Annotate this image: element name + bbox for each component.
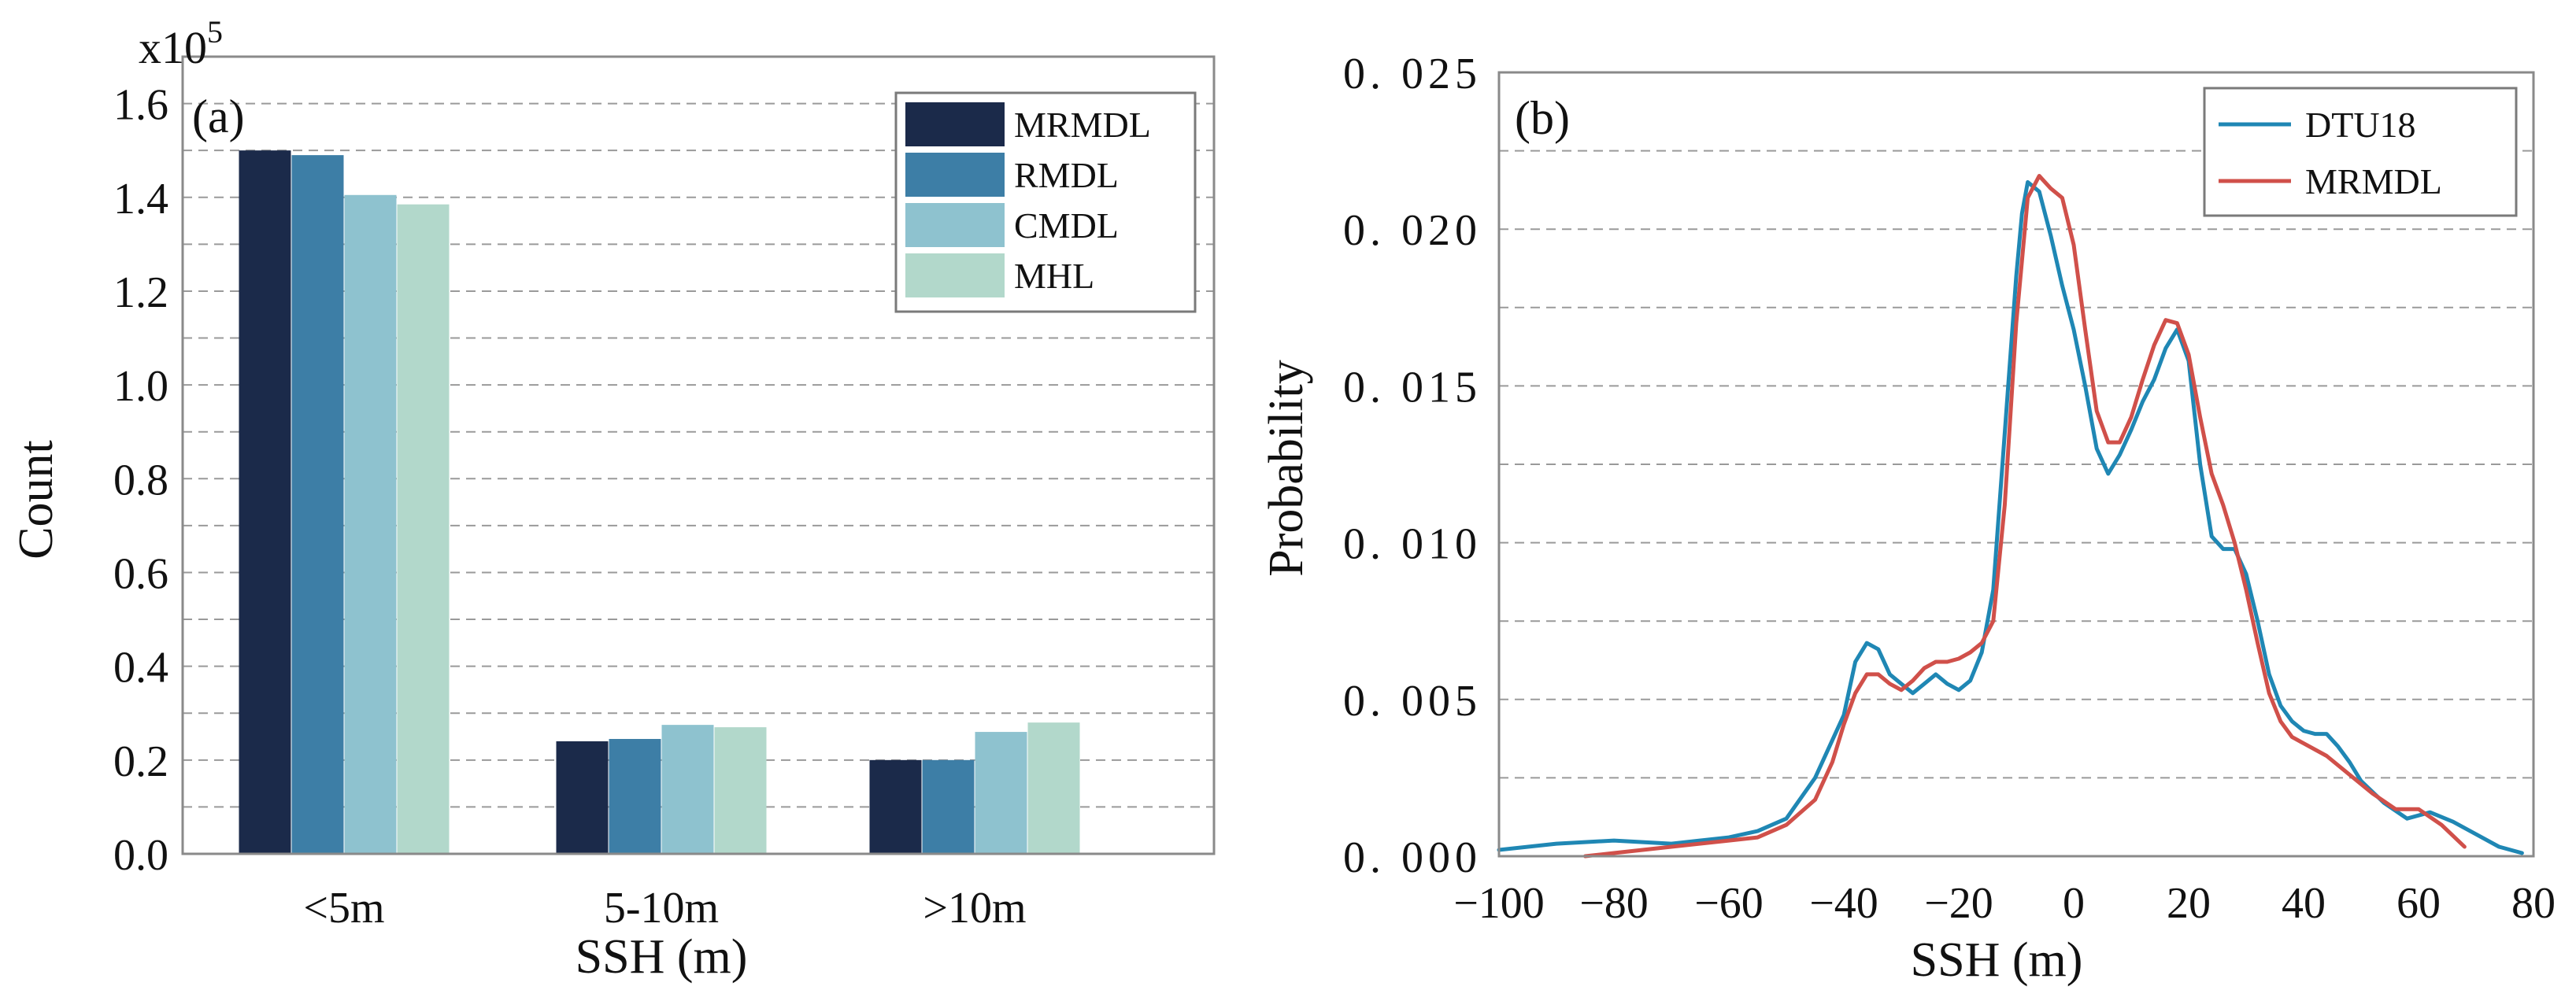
b-x-tick-label: −100: [1453, 879, 1545, 928]
a-legend: MRMDL RMDL CMDL MHL: [894, 91, 1197, 313]
b-x-tick-label: −40: [1809, 879, 1878, 928]
a-y-tick-label: 0.2: [113, 737, 168, 786]
a-bars: [239, 150, 1080, 855]
bar-cmdl-2: [975, 732, 1027, 854]
b-x-tick-label: −20: [1924, 879, 1993, 928]
a-y-tick-label: 1.0: [113, 362, 168, 411]
b-x-tick-label: −80: [1579, 879, 1649, 928]
b-plot-frame: [1497, 71, 2535, 858]
a-y-tick-label: 1.6: [113, 81, 168, 130]
a-x-axis-title: SSH (m): [576, 930, 748, 984]
b-x-axis-title: SSH (m): [1911, 933, 2083, 987]
line-mrmdl: [1583, 174, 2467, 859]
a-legend-swatch-mhl: [905, 253, 1005, 297]
a-legend-items: MRMDL RMDL CMDL MHL: [905, 102, 1151, 297]
b-x-tick-labels: −100 −80 −60 −40 −20 0 20 40 60 80: [1453, 879, 2556, 928]
b-y-tick-label: 0. 015: [1343, 363, 1482, 412]
a-legend-swatch-cmdl: [905, 203, 1005, 247]
a-y-tick-label: 1.2: [113, 268, 168, 317]
b-legend-label: DTU18: [2305, 105, 2416, 145]
a-multiplier: x105: [139, 14, 223, 73]
b-y-tick-labels: 0. 000 0. 005 0. 010 0. 015 0. 020 0. 025: [1343, 50, 1482, 882]
b-x-tick-label: 80: [2511, 879, 2556, 928]
b-x-tick-label: 40: [2282, 879, 2326, 928]
a-plot-frame: [181, 55, 1216, 855]
line-dtu18: [1497, 179, 2524, 855]
b-gridlines: [1499, 150, 2533, 779]
b-panel-label: (b): [1515, 92, 1570, 144]
a-legend-label: CMDL: [1014, 205, 1119, 246]
a-y-tick-label: 1.4: [113, 175, 168, 223]
a-panel-label: (a): [192, 90, 245, 142]
b-y-tick-label: 0. 025: [1343, 50, 1482, 98]
a-legend-label: RMDL: [1014, 155, 1119, 195]
bar-rmdl-1: [609, 739, 661, 854]
b-y-axis-title: Probability: [1260, 360, 1313, 577]
bar-mrmdl-0: [239, 150, 291, 855]
a-y-tick-label: 0.8: [113, 456, 168, 504]
b-legend-items: DTU18 MRMDL: [2219, 105, 2442, 201]
b-legend: DTU18 MRMDL: [2203, 87, 2518, 217]
a-legend-label: MHL: [1014, 256, 1094, 296]
b-legend-label: MRMDL: [2305, 161, 2442, 201]
b-x-tick-label: 0: [2063, 879, 2085, 928]
a-x-tick-labels: <5m 5-10m >10m: [303, 884, 1026, 933]
a-x-tick-label: >10m: [923, 884, 1026, 933]
bar-mhl-0: [397, 204, 450, 854]
a-y-tick-label: 0.4: [113, 644, 168, 693]
bar-cmdl-0: [344, 194, 397, 855]
b-y-tick-label: 0. 000: [1343, 833, 1482, 882]
a-legend-swatch-mrmdl: [905, 102, 1005, 146]
bar-cmdl-1: [661, 725, 714, 854]
a-multiplier-exponent: 5: [207, 14, 223, 50]
a-y-tick-labels: 0.0 0.2 0.4 0.6 0.8 1.0 1.2 1.4 1.6: [113, 81, 168, 880]
a-x-tick-label: 5-10m: [604, 884, 719, 933]
bar-mhl-1: [714, 727, 767, 854]
b-x-tick-label: 20: [2167, 879, 2211, 928]
a-y-axis-title: Count: [9, 440, 63, 560]
b-x-tick-label: 60: [2396, 879, 2441, 928]
bar-mrmdl-1: [556, 741, 609, 854]
bar-mrmdl-2: [869, 759, 922, 854]
a-legend-swatch-rmdl: [905, 153, 1005, 197]
a-multiplier-base: x10: [139, 22, 207, 73]
b-legend-box: [2203, 87, 2518, 217]
bar-mhl-2: [1027, 722, 1080, 854]
b-y-tick-label: 0. 005: [1343, 677, 1482, 726]
a-y-tick-label: 0.0: [113, 831, 168, 880]
bar-rmdl-0: [291, 155, 344, 854]
line-chart-panel: 0. 000 0. 005 0. 010 0. 015 0. 020 0. 025 −10…: [1260, 50, 2556, 987]
bar-chart-panel: 0.0 0.2 0.4 0.6 0.8 1.0 1.2 1.4 1.6 <5m 5-10m >10m…: [9, 14, 1216, 984]
a-x-tick-label: <5m: [303, 884, 384, 933]
b-y-tick-label: 0. 020: [1343, 206, 1482, 255]
b-y-tick-label: 0. 010: [1343, 520, 1482, 569]
a-y-tick-label: 0.6: [113, 549, 168, 598]
a-legend-label: MRMDL: [1014, 105, 1151, 145]
b-x-tick-label: −60: [1694, 879, 1764, 928]
b-series-lines: [1497, 174, 2524, 859]
bar-rmdl-2: [922, 759, 975, 854]
